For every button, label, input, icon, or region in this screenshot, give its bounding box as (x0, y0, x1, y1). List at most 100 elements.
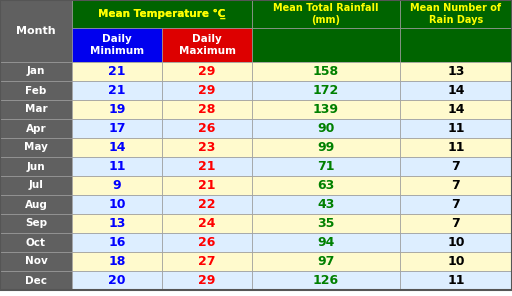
Text: 139: 139 (313, 103, 339, 116)
Bar (252, 233, 400, 252)
Text: 11: 11 (108, 160, 126, 173)
Bar (162, 138, 252, 157)
Text: 27: 27 (198, 255, 216, 268)
Text: 99: 99 (317, 141, 335, 154)
Bar (0, 271, 72, 290)
Text: Nov: Nov (25, 257, 48, 266)
Text: Mean Temperature °C: Mean Temperature °C (98, 9, 226, 19)
Bar (72, 28, 162, 62)
Bar (252, 138, 400, 157)
Bar (162, 119, 252, 138)
Text: 21: 21 (108, 65, 126, 78)
Bar (252, 28, 400, 62)
Bar (0, 119, 72, 138)
Text: 20: 20 (108, 274, 126, 287)
Text: 97: 97 (317, 255, 335, 268)
Bar (72, 81, 162, 100)
Bar (400, 271, 512, 290)
Text: Aug: Aug (25, 200, 48, 210)
Text: 23: 23 (198, 141, 216, 154)
Bar (72, 119, 162, 138)
Text: 28: 28 (198, 103, 216, 116)
Text: Apr: Apr (26, 123, 46, 133)
Bar (162, 157, 252, 176)
Bar (162, 176, 252, 195)
Bar (72, 252, 162, 271)
Bar (400, 138, 512, 157)
Bar (400, 252, 512, 271)
Text: 13: 13 (447, 65, 465, 78)
Bar (72, 176, 162, 195)
Bar (72, 0, 252, 28)
Text: 17: 17 (108, 122, 126, 135)
Bar (252, 81, 400, 100)
Bar (400, 233, 512, 252)
Text: Jun: Jun (27, 162, 46, 171)
Bar (252, 271, 400, 290)
Bar (252, 0, 400, 28)
Bar (400, 28, 512, 62)
Bar (0, 195, 72, 214)
Text: 16: 16 (109, 236, 125, 249)
Text: 94: 94 (317, 236, 335, 249)
Bar (0, 157, 72, 176)
Bar (72, 100, 162, 119)
Bar (0, 81, 72, 100)
Bar (252, 195, 400, 214)
Text: 10: 10 (447, 236, 465, 249)
Bar (0, 233, 72, 252)
Text: 126: 126 (313, 274, 339, 287)
Text: 172: 172 (313, 84, 339, 97)
Text: 13: 13 (109, 217, 125, 230)
Bar (0, 0, 72, 62)
Bar (72, 214, 162, 233)
Text: 9: 9 (113, 179, 121, 192)
Bar (0, 100, 72, 119)
Text: 7: 7 (452, 217, 460, 230)
Text: 158: 158 (313, 65, 339, 78)
Text: 21: 21 (108, 84, 126, 97)
Bar (400, 176, 512, 195)
Bar (252, 214, 400, 233)
Text: 11: 11 (447, 122, 465, 135)
Bar (162, 100, 252, 119)
Text: 18: 18 (109, 255, 125, 268)
Bar (0, 252, 72, 271)
Bar (162, 252, 252, 271)
Text: 71: 71 (317, 160, 335, 173)
Text: 14: 14 (108, 141, 126, 154)
Text: Mean Total Rainfall
(mm): Mean Total Rainfall (mm) (273, 3, 379, 25)
Text: Month: Month (16, 26, 56, 36)
Bar (162, 62, 252, 81)
Text: 7: 7 (452, 160, 460, 173)
Bar (162, 28, 252, 62)
Text: 29: 29 (198, 274, 216, 287)
Bar (162, 233, 252, 252)
Bar (0, 138, 72, 157)
Bar (162, 195, 252, 214)
Bar (72, 62, 162, 81)
Text: 21: 21 (198, 160, 216, 173)
Bar (400, 81, 512, 100)
Text: Oct: Oct (26, 237, 46, 247)
Bar (162, 214, 252, 233)
Bar (400, 157, 512, 176)
Text: 19: 19 (109, 103, 125, 116)
Text: Mean Temperature °C̲: Mean Temperature °C̲ (98, 9, 226, 19)
Bar (252, 62, 400, 81)
Text: 26: 26 (198, 122, 216, 135)
Text: Daily
Maximum: Daily Maximum (179, 34, 236, 56)
Bar (162, 81, 252, 100)
Text: 90: 90 (317, 122, 335, 135)
Text: 29: 29 (198, 65, 216, 78)
Text: 7: 7 (452, 198, 460, 211)
Bar (400, 119, 512, 138)
Bar (400, 0, 512, 28)
Text: 21: 21 (198, 179, 216, 192)
Text: 26: 26 (198, 236, 216, 249)
Bar (72, 271, 162, 290)
Text: Dec: Dec (25, 276, 47, 286)
Bar (400, 62, 512, 81)
Text: 14: 14 (447, 84, 465, 97)
Bar (0, 214, 72, 233)
